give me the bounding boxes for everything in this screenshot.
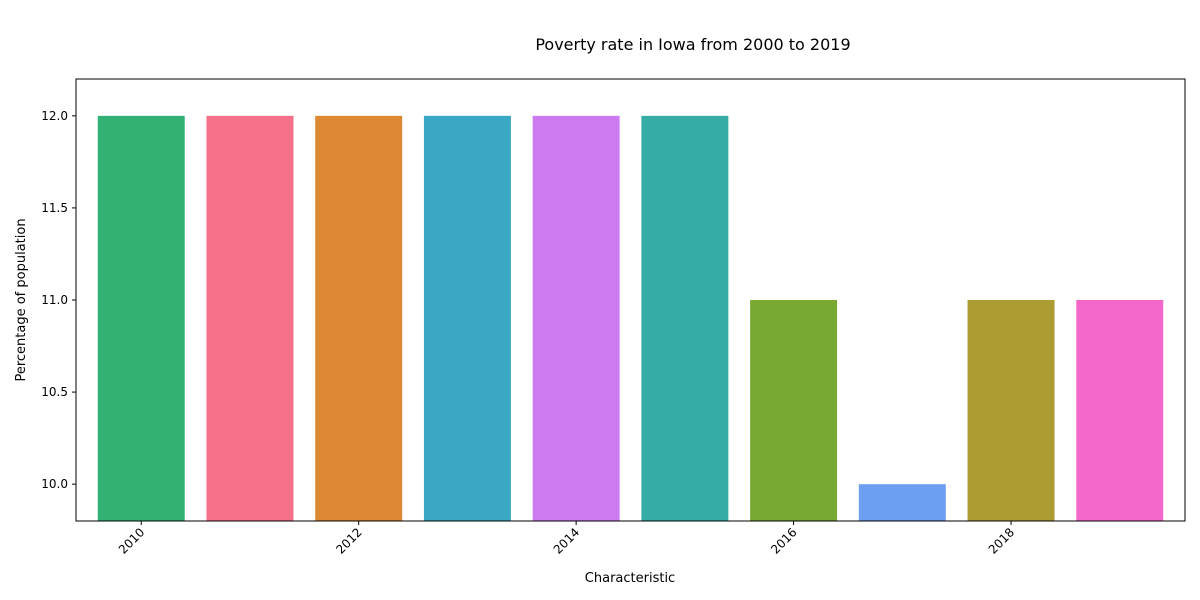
y-axis-label: Percentage of population (14, 218, 29, 381)
bar-2019 (1076, 300, 1164, 521)
x-tick-label: 2010 (116, 525, 147, 556)
y-axis: 10.0 10.5 11.0 11.5 12.0 (41, 109, 76, 491)
bar-2010 (97, 115, 185, 521)
bar-2014 (532, 115, 620, 521)
bar-2011 (206, 115, 294, 521)
x-tick-label: 2012 (333, 525, 364, 556)
bar-2018 (967, 300, 1055, 521)
bars-group (97, 115, 1164, 521)
x-axis-label: Characteristic (585, 571, 675, 586)
x-tick-label: 2016 (768, 525, 799, 556)
bar-2015 (641, 115, 729, 521)
x-axis: 2010 2012 2014 2016 2018 (116, 521, 1017, 557)
bar-2016 (750, 300, 838, 521)
bar-2013 (423, 115, 511, 521)
y-tick-label: 12.0 (41, 109, 68, 123)
y-tick-label: 10.0 (41, 477, 68, 491)
bar-2017 (858, 484, 946, 521)
x-tick-label: 2018 (986, 525, 1017, 556)
y-tick-label: 10.5 (41, 385, 68, 399)
bar-2012 (315, 115, 403, 521)
y-tick-label: 11.5 (41, 201, 68, 215)
x-tick-label: 2014 (551, 525, 582, 556)
chart-title: Poverty rate in Iowa from 2000 to 2019 (535, 35, 850, 54)
y-tick-label: 11.0 (41, 293, 68, 307)
